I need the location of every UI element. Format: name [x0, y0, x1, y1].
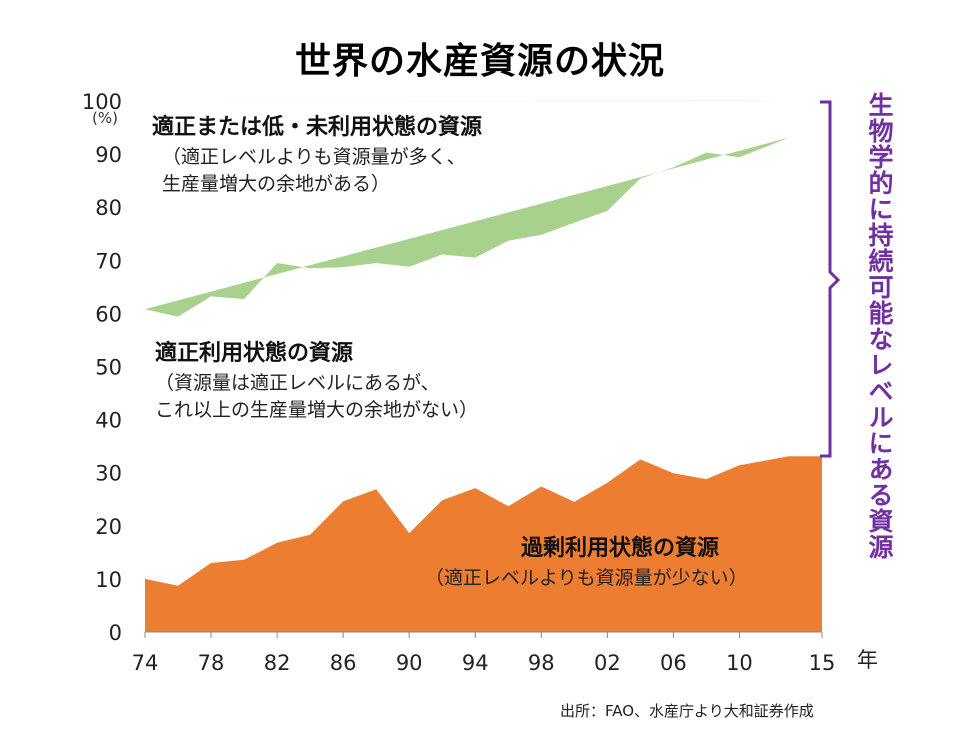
- label-overused-title: 過剰利用状態の資源: [521, 535, 719, 561]
- y-tick-label: 80: [95, 196, 122, 220]
- y-tick-label: 0: [109, 621, 122, 645]
- x-axis-unit: 年: [857, 648, 878, 672]
- y-axis-unit: (%): [92, 109, 118, 127]
- x-tick-label: 74: [132, 651, 159, 675]
- fully-fished-area: [145, 137, 789, 317]
- x-tick-label: 98: [528, 651, 555, 675]
- label-fully-used-title: 適正利用状態の資源: [155, 340, 353, 366]
- source-note: 出所：FAO、水産庁より大和証券作成: [560, 702, 814, 720]
- x-tick-label: 15: [809, 651, 836, 675]
- sustainable-label: 生物学的に持続可能なレベルにある資源: [865, 92, 894, 560]
- underfished-area: [145, 100, 789, 101]
- x-tick-label: 94: [462, 651, 489, 675]
- y-tick-label: 70: [95, 249, 122, 273]
- y-tick-label: 100: [82, 90, 122, 114]
- label-fully-used-desc-2: これ以上の生産量増大の余地がない）: [155, 399, 478, 421]
- label-overused-desc: （適正レベルよりも資源量が少ない）: [425, 567, 748, 589]
- x-tick-label: 10: [726, 651, 753, 675]
- chart-title: 世界の水産資源の状況: [294, 41, 665, 82]
- label-fully-used-desc-1: （資源量は適正レベルにあるが、: [155, 372, 440, 394]
- y-tick-label: 20: [95, 515, 122, 539]
- x-tick-label: 86: [330, 651, 357, 675]
- y-tick-label: 90: [95, 143, 122, 167]
- y-tick-label: 40: [95, 409, 122, 433]
- overfished-area: [145, 456, 822, 632]
- y-tick-label: 10: [95, 568, 122, 592]
- x-tick-label: 82: [264, 651, 291, 675]
- label-underused-desc-2: 生産量増大の余地がある）: [162, 173, 390, 195]
- x-tick-label: 78: [198, 651, 225, 675]
- x-tick-label: 90: [396, 651, 423, 675]
- x-tick-label: 06: [660, 651, 687, 675]
- label-underused-desc-1: （適正レベルよりも資源量が多く、: [162, 146, 466, 168]
- x-tick-label: 02: [594, 651, 621, 675]
- y-tick-label: 60: [95, 302, 122, 326]
- label-underused-title: 適正または低・未利用状態の資源: [152, 114, 482, 140]
- y-tick-label: 50: [95, 356, 122, 380]
- sustainable-bracket: [820, 100, 841, 458]
- y-tick-label: 30: [95, 462, 122, 486]
